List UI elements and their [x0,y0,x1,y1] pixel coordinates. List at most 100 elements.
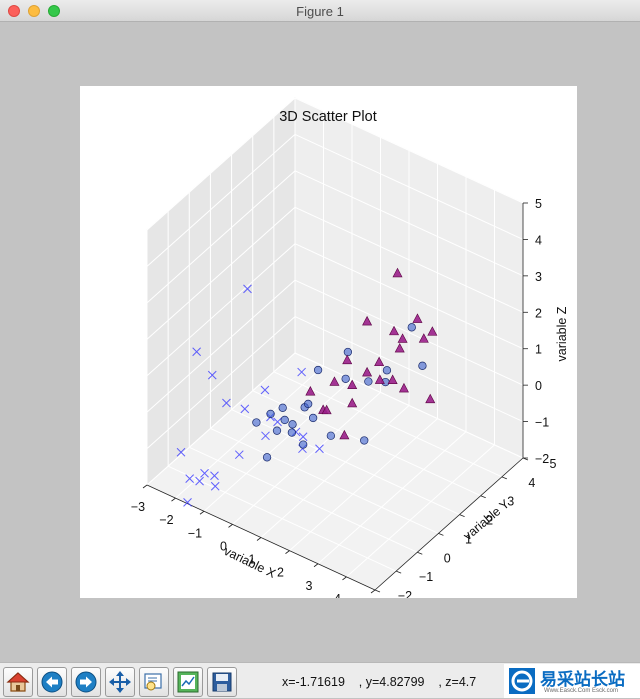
x-tick-label: −2 [159,513,173,527]
x-marker [195,476,204,486]
window-title: Figure 1 [296,4,344,19]
x-tick [142,484,148,489]
y-tick [417,551,423,555]
grid-line [146,316,296,449]
grid-line [231,409,460,516]
grid-line [146,170,296,304]
grid-line [203,378,353,512]
grid-line [294,97,524,204]
y-tick-label: −1 [419,570,433,584]
grid-lines [146,97,524,591]
pan-button[interactable] [105,667,135,697]
x-tick-label: 1 [249,553,256,567]
x-marker [176,447,186,457]
watermark-text: 易采站长站 [540,670,625,689]
cursor-coordinates: x=-1.71619 , y=4.82799 , z=4.7 [282,675,477,689]
z-tick-label: 3 [535,270,542,284]
y-tick [374,589,381,593]
triangle-marker [347,379,358,390]
maximize-window-button[interactable] [48,5,60,17]
circle-marker [341,374,350,383]
x-tick [171,497,176,502]
x-marker [273,417,282,427]
circle-marker [287,428,297,437]
triangle-marker [412,313,423,323]
z-tick-label: −2 [535,452,549,466]
zoom-button[interactable] [139,667,169,697]
x-marker [192,347,201,357]
grid-line [175,365,324,499]
home-button[interactable] [3,667,33,697]
x-tick [256,537,262,541]
circle-marker [418,361,427,370]
configure-subplots-button[interactable] [173,667,203,697]
floppy-disk-icon [212,672,232,692]
y-tick-label: 2 [486,514,493,528]
grid-line [294,279,524,386]
x-tick-label: 3 [306,579,313,593]
e-logo-icon [511,670,533,692]
x-marker [315,444,324,454]
minimize-window-button[interactable] [28,5,40,17]
grid-line [146,134,296,267]
x-marker [210,481,220,491]
triangle-marker [321,404,332,415]
triangle-marker [374,374,385,384]
y-tick [501,476,508,480]
y-tick [438,533,444,536]
watermark-logo [509,668,535,694]
grid-line [294,170,524,277]
grid-line [346,444,495,578]
triangle-marker [362,366,373,377]
triangle-marker [427,326,438,336]
y-tick [395,570,402,574]
triangle-marker [342,354,353,365]
z-tick-label: 0 [535,379,542,393]
forward-button[interactable] [71,667,101,697]
grid-line [167,465,397,572]
grid-line [260,405,410,538]
circle-marker [407,323,416,332]
grid-line [146,206,296,340]
grid-line [210,427,439,534]
circle-marker [262,453,272,462]
save-button[interactable] [207,667,237,697]
grid-line [289,418,438,551]
x-marker [260,385,270,395]
y-tick [480,495,486,499]
y-tick-label: 3 [507,495,514,509]
x-marker [297,367,306,377]
x-marker [185,474,195,483]
x-axis-label: variable X [222,544,279,581]
x-marker [207,370,217,380]
close-window-button[interactable] [8,5,20,17]
circle-marker [299,440,308,449]
back-button[interactable] [37,667,67,697]
x-tick [285,550,290,554]
triangle-marker [425,393,436,404]
grid-line [294,316,524,423]
y-tick-label: 0 [444,551,451,565]
title-bar[interactable]: Figure 1 [0,0,640,22]
z-tick-label: 1 [535,343,542,357]
triangle-marker [418,333,429,343]
circle-marker [360,436,369,445]
home-icon [6,672,30,692]
triangle-marker [394,342,405,353]
circle-marker [364,377,373,386]
x-marker [222,398,231,408]
triangle-marker [392,267,403,278]
x-tick-label: 0 [220,539,227,553]
x-tick [370,589,376,594]
grid-line [146,97,296,231]
y-tick-label: 4 [528,476,535,490]
x-tick-label: 4 [334,592,341,598]
triangle-marker [387,374,398,384]
triangle-marker [398,382,409,393]
grid-line [294,243,524,350]
series-1 [176,284,324,507]
x-tick-label: −1 [188,526,202,540]
